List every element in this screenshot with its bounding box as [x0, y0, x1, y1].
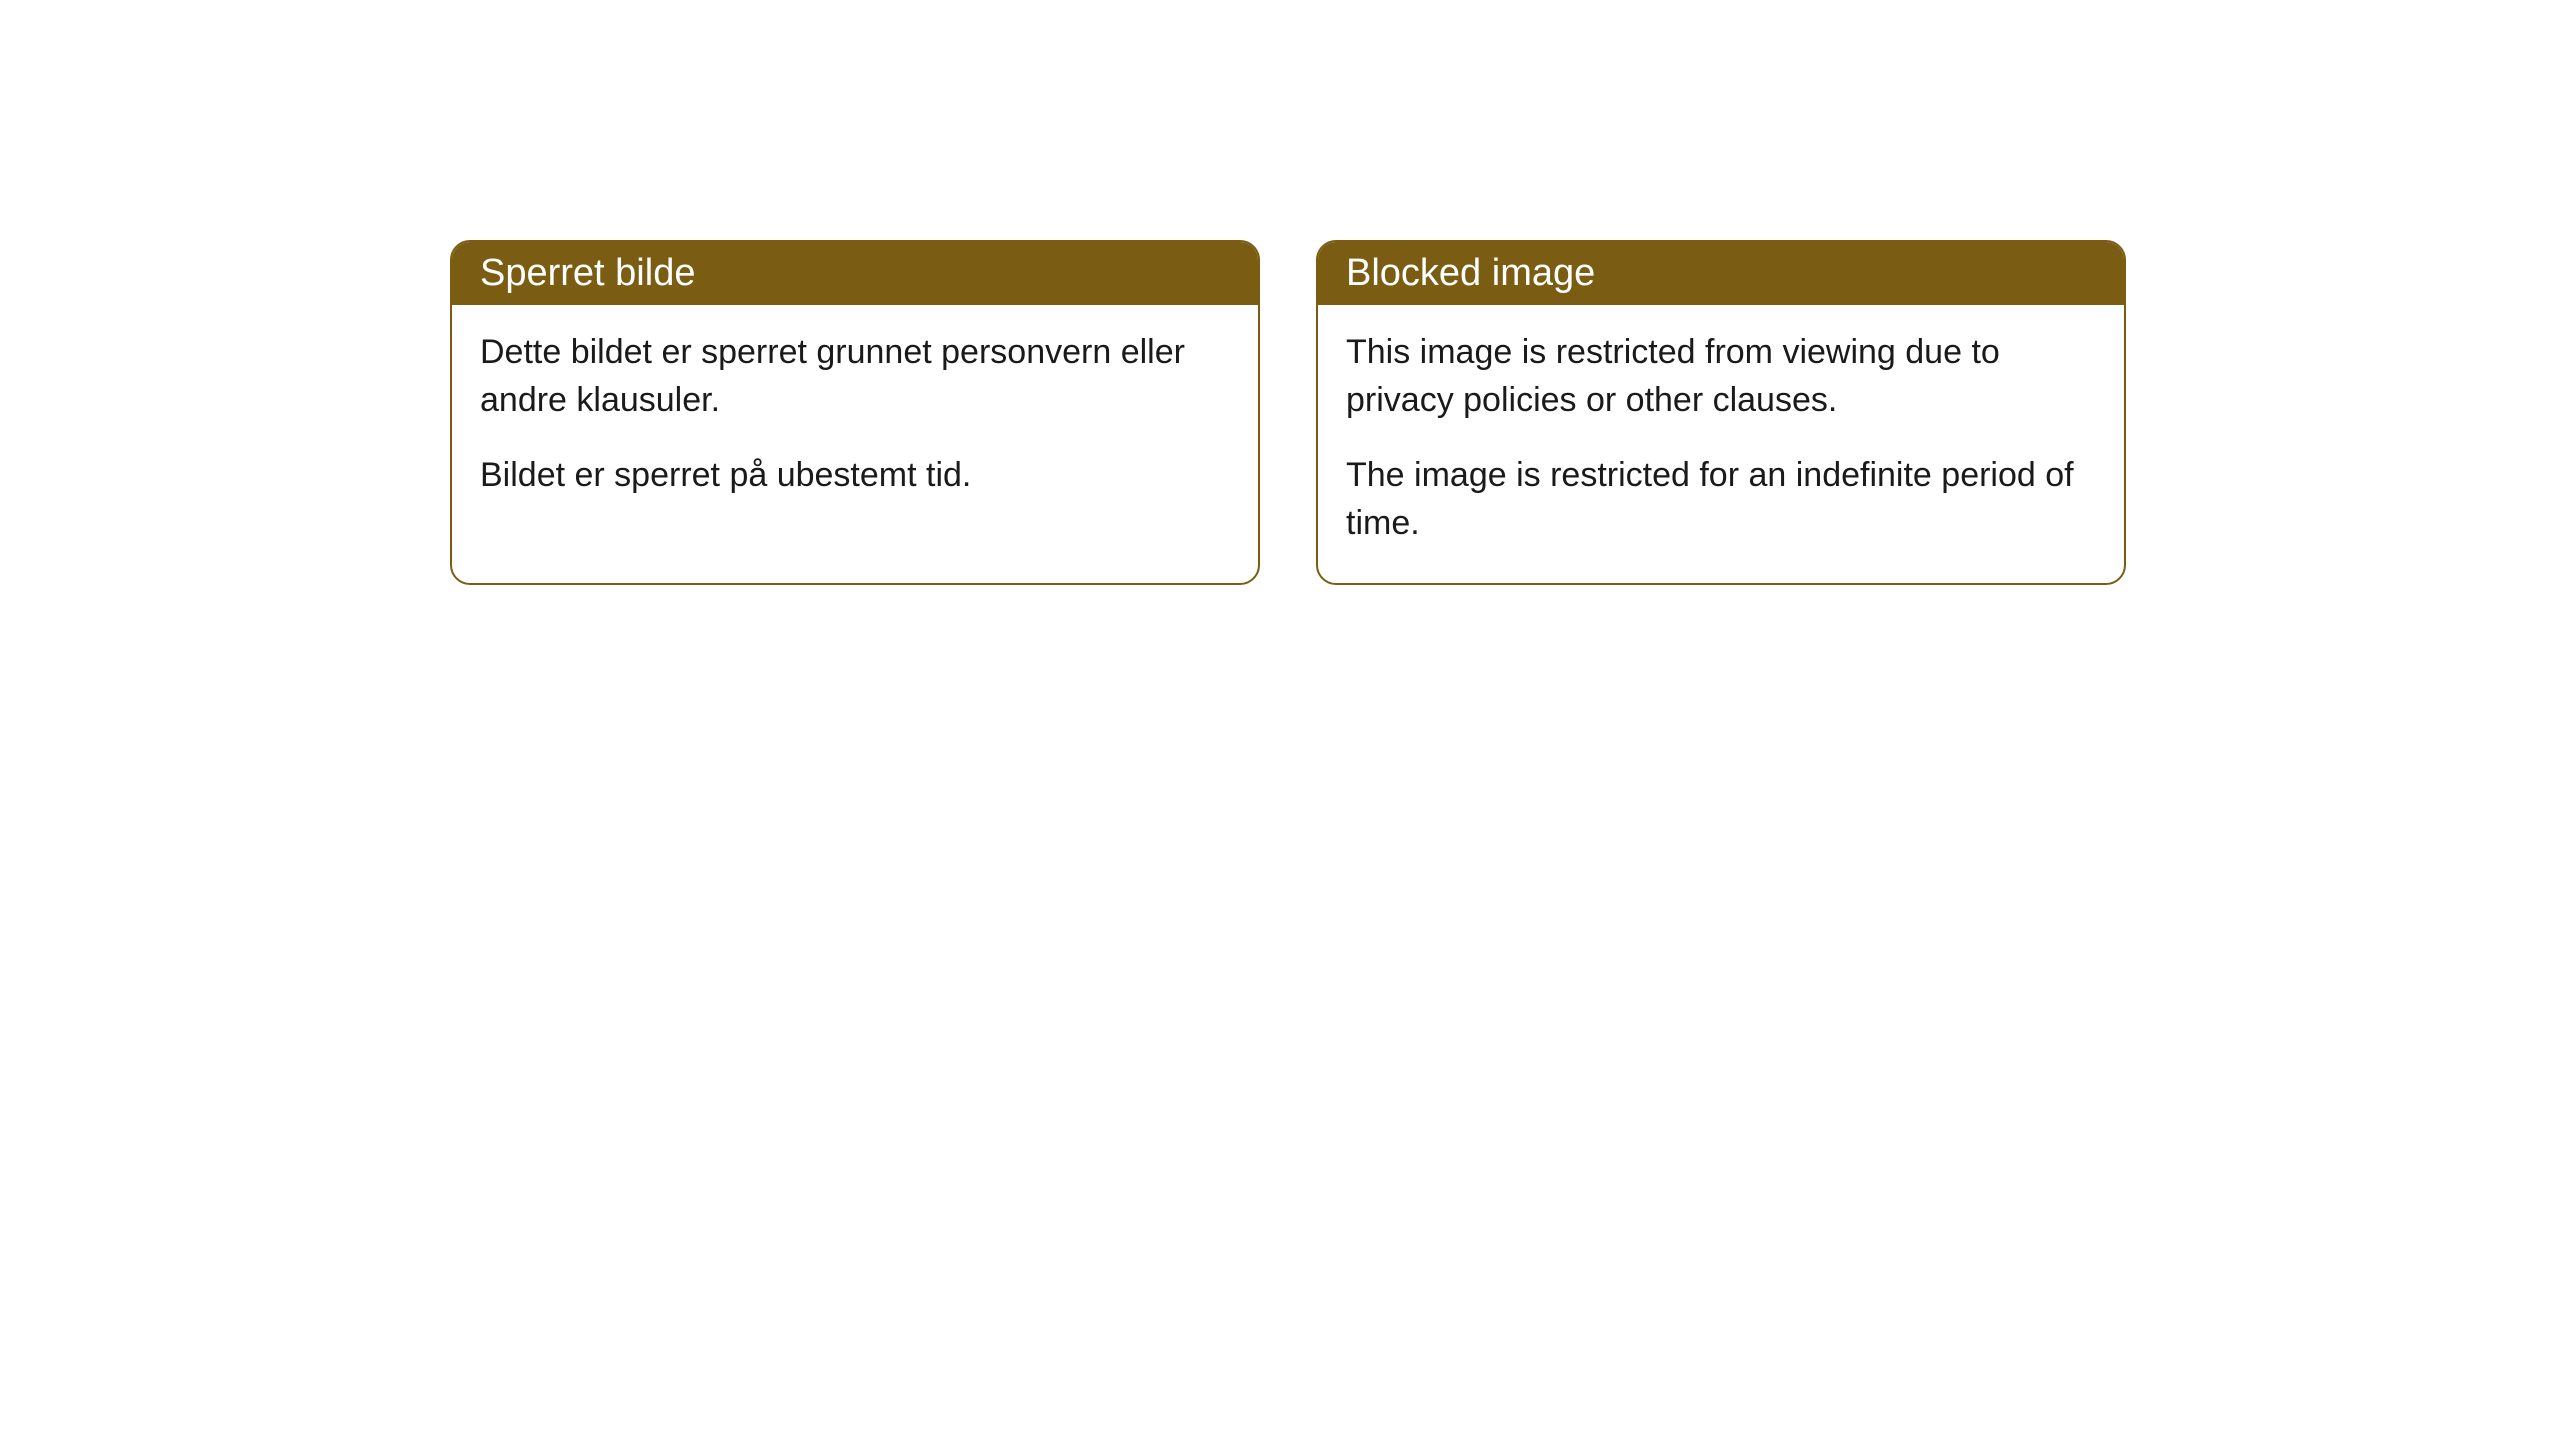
card-paragraph-2: The image is restricted for an indefinit…	[1346, 452, 2096, 547]
cards-container: Sperret bilde Dette bildet er sperret gr…	[450, 240, 2126, 585]
card-norwegian: Sperret bilde Dette bildet er sperret gr…	[450, 240, 1260, 585]
card-header-norwegian: Sperret bilde	[452, 242, 1258, 305]
card-paragraph-1: Dette bildet er sperret grunnet personve…	[480, 329, 1230, 424]
card-header-english: Blocked image	[1318, 242, 2124, 305]
card-english: Blocked image This image is restricted f…	[1316, 240, 2126, 585]
card-paragraph-1: This image is restricted from viewing du…	[1346, 329, 2096, 424]
card-body-norwegian: Dette bildet er sperret grunnet personve…	[452, 305, 1258, 536]
card-body-english: This image is restricted from viewing du…	[1318, 305, 2124, 583]
card-paragraph-2: Bildet er sperret på ubestemt tid.	[480, 452, 1230, 500]
